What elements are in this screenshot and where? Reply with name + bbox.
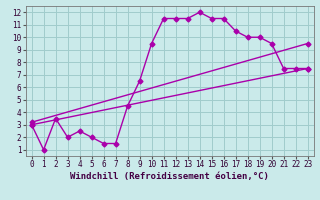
X-axis label: Windchill (Refroidissement éolien,°C): Windchill (Refroidissement éolien,°C) [70,172,269,181]
